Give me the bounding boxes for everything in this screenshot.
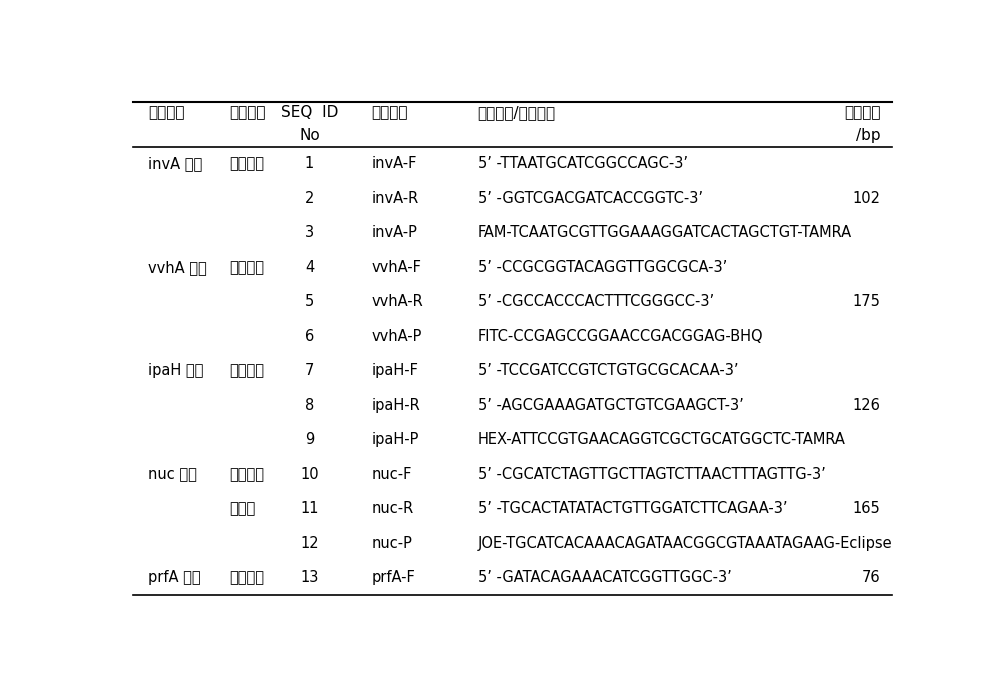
Text: 葡球菌: 葡球菌 [230,501,256,516]
Text: invA-P: invA-P [371,225,417,240]
Text: 76: 76 [862,570,881,585]
Text: HEX-ATTCCGTGAACAGGTCGCTGCATGGCTC-TAMRA: HEX-ATTCCGTGAACAGGTCGCTGCATGGCTC-TAMRA [478,432,846,447]
Text: ipaH-F: ipaH-F [371,363,418,378]
Text: JOE-TGCATCACAAACAGATAACGGCGTAAATAGAAG-Eclipse: JOE-TGCATCACAAACAGATAACGGCGTAAATAGAAG-Ec… [478,536,892,551]
Text: 10: 10 [300,466,319,482]
Text: invA 基因: invA 基因 [148,156,202,171]
Text: 165: 165 [853,501,881,516]
Text: 12: 12 [300,536,319,551]
Text: 102: 102 [853,191,881,205]
Text: vvhA-F: vvhA-F [371,260,421,275]
Text: vvhA-R: vvhA-R [371,295,423,309]
Text: 5’ -GATACAGAAACATCGGTTGGC-3’: 5’ -GATACAGAAACATCGGTTGGC-3’ [478,570,731,585]
Text: nuc-F: nuc-F [371,466,412,482]
Text: 基因名称: 基因名称 [148,105,185,121]
Text: 1: 1 [305,156,314,171]
Text: 8: 8 [305,398,314,412]
Text: FITC-CCGAGCCGGAACCGACGGAG-BHQ: FITC-CCGAGCCGGAACCGACGGAG-BHQ [478,329,763,344]
Text: ipaH 基因: ipaH 基因 [148,363,204,378]
Text: 9: 9 [305,432,314,447]
Text: 单增李斯: 单增李斯 [230,570,265,585]
Text: 7: 7 [305,363,314,378]
Text: 175: 175 [853,295,881,309]
Text: 沙门氏菌: 沙门氏菌 [230,156,265,171]
Text: 11: 11 [300,501,319,516]
Text: 金黄色葡: 金黄色葡 [230,466,265,482]
Text: /bp: /bp [856,129,881,143]
Text: 序列名称: 序列名称 [371,105,408,121]
Text: ipaH-P: ipaH-P [371,432,419,447]
Text: 3: 3 [305,225,314,240]
Text: 4: 4 [305,260,314,275]
Text: nuc-R: nuc-R [371,501,414,516]
Text: vvhA-P: vvhA-P [371,329,422,344]
Text: 126: 126 [853,398,881,412]
Text: 6: 6 [305,329,314,344]
Text: 5’ -CCGCGGTACAGGTTGGCGCA-3’: 5’ -CCGCGGTACAGGTTGGCGCA-3’ [478,260,727,275]
Text: No: No [299,129,320,143]
Text: 5’ -AGCGAAAGATGCTGTCGAAGCT-3’: 5’ -AGCGAAAGATGCTGTCGAAGCT-3’ [478,398,743,412]
Text: 5’ -GGTCGACGATCACCGGTC-3’: 5’ -GGTCGACGATCACCGGTC-3’ [478,191,703,205]
Text: FAM-TCAATGCGTTGGAAAGGATCACTAGCTGT-TAMRA: FAM-TCAATGCGTTGGAAAGGATCACTAGCTGT-TAMRA [478,225,852,240]
Text: 创伤弧菌: 创伤弧菌 [230,260,265,275]
Text: 引物序列/探针序列: 引物序列/探针序列 [478,105,556,121]
Text: invA-F: invA-F [371,156,417,171]
Text: 2: 2 [305,191,314,205]
Text: vvhA 基因: vvhA 基因 [148,260,207,275]
Text: prfA 基因: prfA 基因 [148,570,201,585]
Text: 5’ -CGCATCTAGTTGCTTAGTCTTAACTTTAGTTG-3’: 5’ -CGCATCTAGTTGCTTAGTCTTAACTTTAGTTG-3’ [478,466,825,482]
Text: prfA-F: prfA-F [371,570,415,585]
Text: 基因来源: 基因来源 [230,105,266,121]
Text: 5’ -CGCCACCCACTTTCGGGCC-3’: 5’ -CGCCACCCACTTTCGGGCC-3’ [478,295,714,309]
Text: 片段长度: 片段长度 [844,105,881,121]
Text: 5’ -TTAATGCATCGGCCAGC-3’: 5’ -TTAATGCATCGGCCAGC-3’ [478,156,688,171]
Text: invA-R: invA-R [371,191,419,205]
Text: 13: 13 [300,570,319,585]
Text: 志贺氏菌: 志贺氏菌 [230,363,265,378]
Text: SEQ  ID: SEQ ID [281,105,338,121]
Text: 5: 5 [305,295,314,309]
Text: nuc 基因: nuc 基因 [148,466,197,482]
Text: ipaH-R: ipaH-R [371,398,420,412]
Text: nuc-P: nuc-P [371,536,412,551]
Text: 5’ -TCCGATCCGTCTGTGCGCACAA-3’: 5’ -TCCGATCCGTCTGTGCGCACAA-3’ [478,363,738,378]
Text: 5’ -TGCACTATATACTGTTGGATCTTCAGAA-3’: 5’ -TGCACTATATACTGTTGGATCTTCAGAA-3’ [478,501,787,516]
